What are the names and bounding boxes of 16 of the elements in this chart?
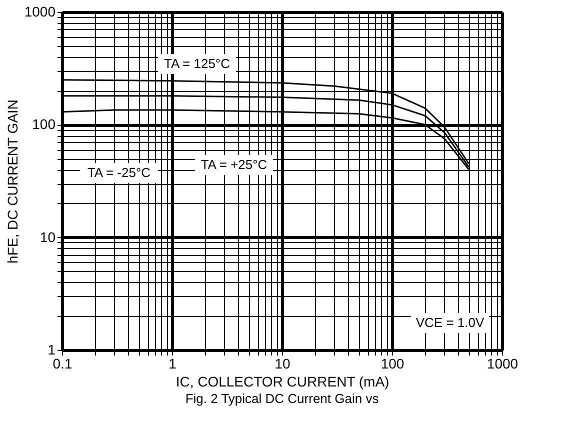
annotation: TA = +25°C	[200, 157, 268, 172]
y-tick-label: 1	[48, 342, 56, 358]
x-tick-label: 1000	[486, 356, 518, 372]
x-axis-title: IC, COLLECTOR CURRENT (mA)	[176, 374, 390, 390]
x-tick-label: 1	[168, 356, 177, 372]
y-tick-label: 10	[40, 228, 56, 245]
annotation: VCE = 1.0V	[416, 315, 484, 330]
x-tick-label: 10	[274, 356, 290, 372]
caption: Fig. 2 Typical DC Current Gain vs	[185, 391, 380, 406]
annotation: TA = -25°C	[87, 165, 151, 180]
y-axis-title: hFE, DC CURRENT GAIN	[4, 100, 20, 264]
x-tick-label: 0.1	[52, 356, 72, 372]
y-tick-label: 1000	[24, 4, 56, 20]
x-tick-label: 100	[380, 356, 404, 372]
annotation: TA = 125°C	[164, 56, 230, 71]
y-tick-label: 100	[32, 116, 56, 132]
